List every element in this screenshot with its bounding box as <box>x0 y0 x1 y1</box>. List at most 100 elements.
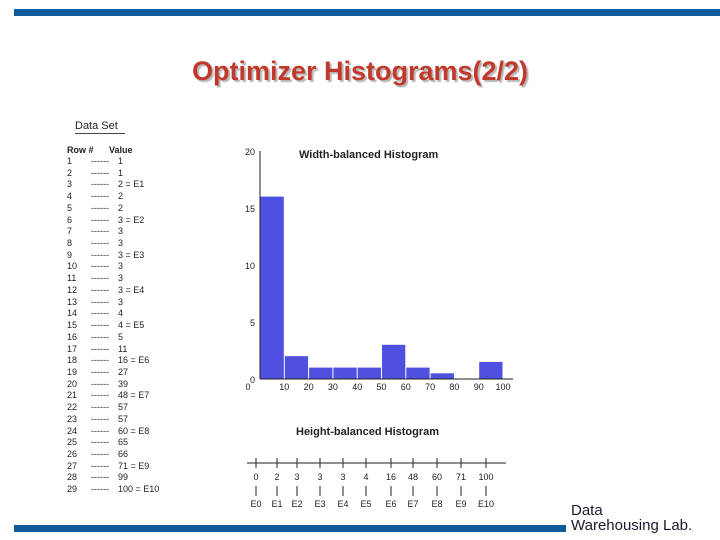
row-value: 4 <box>118 308 124 319</box>
row-value: 3 <box>118 226 124 237</box>
row-separator: ------ <box>91 331 109 342</box>
endpoint-value: 3 <box>340 472 345 482</box>
dataset-heading: Data Set <box>75 120 118 132</box>
x-tick-label: 70 <box>425 382 435 392</box>
row-separator: ------ <box>91 484 109 495</box>
histogram-bar <box>357 367 381 379</box>
y-tick-label: 20 <box>245 147 255 157</box>
row-separator: ------ <box>91 167 109 178</box>
endpoint-value: 4 <box>363 472 368 482</box>
top-accent-bar <box>14 9 720 16</box>
histogram-bar <box>284 356 309 379</box>
row-value: 2 = E1 <box>118 179 145 190</box>
row-number: 21 <box>67 390 78 401</box>
row-number: 19 <box>67 366 78 377</box>
row-value: 100 = E10 <box>118 484 160 495</box>
row-value: 57 <box>118 413 129 424</box>
row-number-column-header: Row # <box>67 145 94 155</box>
endpoint-value: 2 <box>274 472 279 482</box>
row-number: 27 <box>67 460 78 471</box>
row-value: 3 <box>118 261 124 272</box>
row-separator: ------ <box>91 460 109 471</box>
row-separator: ------ <box>91 308 109 319</box>
row-number: 5 <box>67 202 73 213</box>
endpoint-value: 0 <box>253 472 258 482</box>
endpoint-label: E0 <box>250 499 261 509</box>
row-value: 48 = E7 <box>118 390 150 401</box>
row-value: 27 <box>118 366 129 377</box>
footer-line-1: Data <box>571 502 603 519</box>
row-separator: ------ <box>91 472 109 483</box>
row-number: 8 <box>67 238 73 249</box>
row-separator: ------ <box>91 449 109 459</box>
x-tick-label: 60 <box>401 382 411 392</box>
row-value: 39 <box>118 378 129 389</box>
row-value: 5 <box>118 331 124 342</box>
row-value: 99 <box>118 472 129 483</box>
endpoint-label: E3 <box>314 499 325 509</box>
endpoint-value: 60 <box>432 472 442 482</box>
row-number: 16 <box>67 331 78 342</box>
histogram-bar <box>479 361 503 379</box>
row-value: 65 <box>118 437 129 448</box>
row-value: 3 <box>118 273 124 284</box>
row-number: 28 <box>67 472 78 483</box>
row-number: 10 <box>67 261 78 272</box>
row-separator: ------ <box>91 226 109 237</box>
endpoint-label: E10 <box>478 499 494 509</box>
endpoint-label: E5 <box>360 499 371 509</box>
row-value: 4 = E5 <box>118 320 145 331</box>
row-separator: ------ <box>91 214 109 225</box>
histogram-bar <box>430 373 454 379</box>
endpoint-label: E6 <box>385 499 396 509</box>
endpoint-label: E1 <box>271 499 282 509</box>
row-separator: ------ <box>91 249 109 260</box>
row-value: 3 = E4 <box>118 284 145 295</box>
row-separator: ------ <box>91 202 109 213</box>
row-value: 3 <box>118 296 124 307</box>
row-separator: ------ <box>91 378 109 389</box>
row-number: 23 <box>67 413 78 424</box>
histogram-bar <box>260 196 284 379</box>
row-separator: ------ <box>91 320 109 331</box>
endpoint-value: 71 <box>456 472 466 482</box>
dataset-heading-underline <box>75 133 125 134</box>
row-value: 3 = E2 <box>118 214 145 225</box>
row-number: 2 <box>67 167 73 178</box>
x-tick-label: 100 <box>495 382 510 392</box>
row-separator: ------ <box>91 238 109 249</box>
y-tick-label: 10 <box>245 261 255 271</box>
row-separator: ------ <box>91 296 109 307</box>
row-number: 11 <box>67 273 77 284</box>
row-separator: ------ <box>91 402 109 413</box>
row-number: 25 <box>67 437 78 448</box>
row-separator: ------ <box>91 355 109 366</box>
histogram-bar <box>333 367 357 379</box>
row-value: 11 <box>118 343 128 354</box>
endpoint-label: E9 <box>455 499 466 509</box>
row-value: 60 = E8 <box>118 425 150 436</box>
x-tick-label: 50 <box>376 382 386 392</box>
row-number: 13 <box>67 296 78 307</box>
row-number: 18 <box>67 355 78 366</box>
row-value: 16 = E6 <box>118 355 150 366</box>
row-number: 22 <box>67 402 78 413</box>
x-tick-label: 20 <box>304 382 314 392</box>
row-value: 1 <box>118 167 124 178</box>
row-number: 14 <box>67 308 78 319</box>
row-separator: ------ <box>91 425 109 436</box>
row-separator: ------ <box>91 437 109 448</box>
row-value: 66 <box>118 449 129 459</box>
histogram-bar <box>309 367 333 379</box>
row-number: 4 <box>67 191 73 202</box>
value-column-header: Value <box>109 145 133 155</box>
slide-title: Optimizer Histograms(2/2) <box>191 56 529 86</box>
row-value: 3 = E3 <box>118 249 145 260</box>
endpoint-value: 100 <box>478 472 493 482</box>
footer-lab-name: Data Warehousing Lab. <box>571 503 692 533</box>
row-separator: ------ <box>91 413 109 424</box>
row-value: 2 <box>118 202 124 213</box>
endpoint-value: 48 <box>408 472 418 482</box>
row-number: 9 <box>67 249 73 260</box>
